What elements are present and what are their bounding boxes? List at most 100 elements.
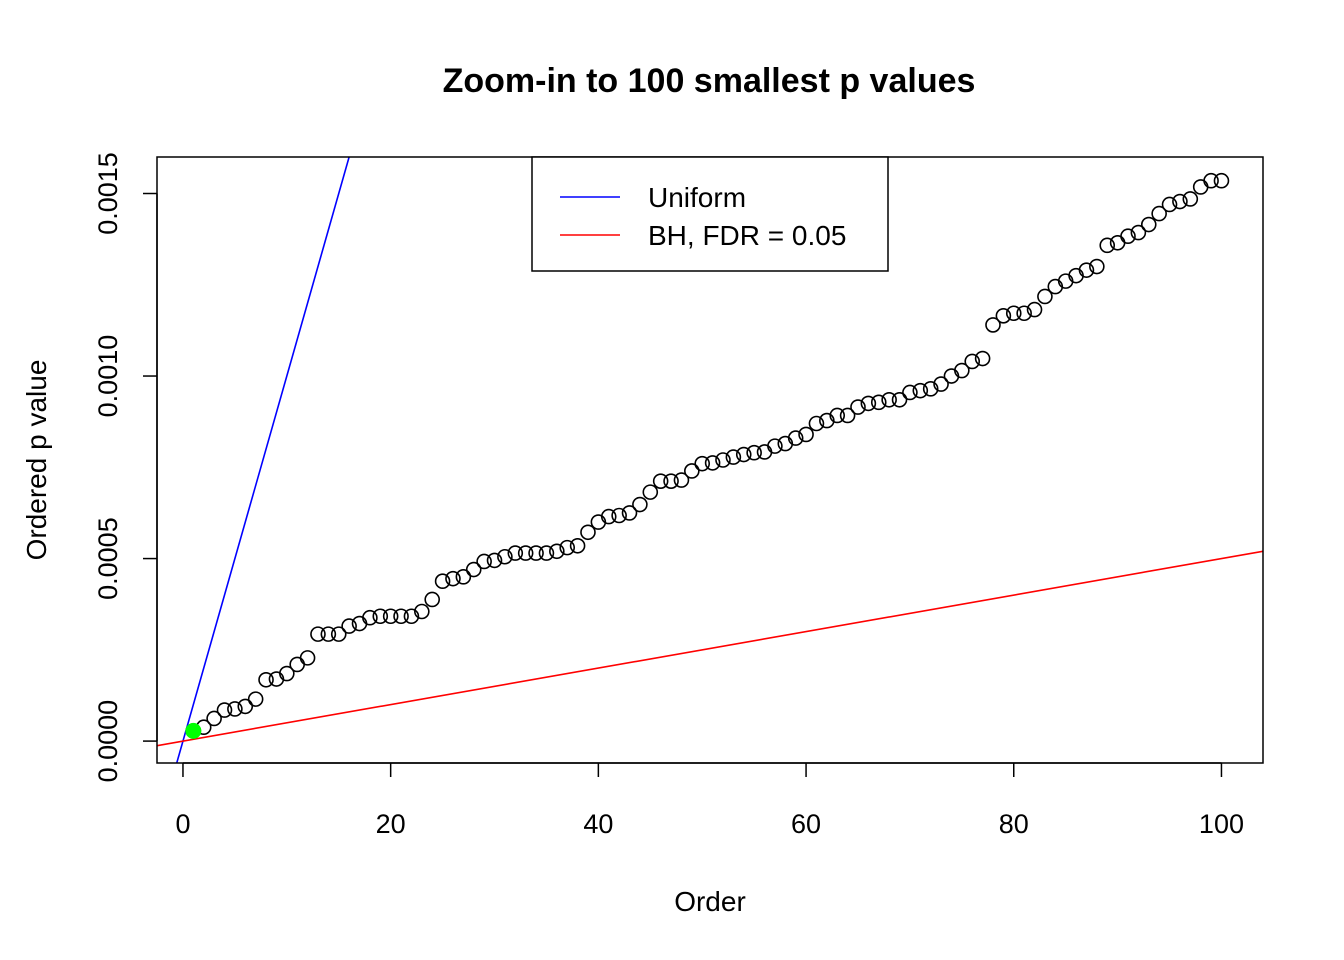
data-point [549, 543, 565, 560]
x-tick-label: 60 [791, 809, 821, 839]
data-point [912, 382, 929, 399]
data-point [258, 671, 274, 688]
data-point [673, 472, 690, 488]
data-point [652, 473, 669, 489]
x-tick-label: 80 [999, 809, 1029, 839]
data-point [1213, 172, 1230, 189]
data-point [538, 545, 555, 561]
data-point [787, 430, 804, 446]
data-point [497, 548, 513, 565]
data-point [1026, 301, 1043, 318]
x-tick-label: 40 [583, 809, 613, 839]
data-point [341, 618, 357, 634]
y-axis: 0.0000 0.0005 0.0010 0.0015 [93, 152, 158, 783]
reference-lines [157, 157, 1263, 763]
data-point [569, 537, 586, 554]
data-point [465, 561, 482, 578]
data-point [424, 591, 441, 608]
data-point [227, 701, 243, 717]
data-point [1109, 234, 1126, 251]
data-point [735, 446, 752, 463]
data-point [362, 609, 378, 626]
data-point [933, 376, 949, 392]
data-point [1099, 237, 1116, 254]
data-point [985, 317, 1001, 333]
data-point [414, 603, 430, 620]
y-tick-label: 0.0000 [93, 700, 123, 783]
legend: Uniform BH, FDR = 0.05 [531, 156, 889, 272]
data-point [559, 539, 576, 556]
data-point [403, 608, 420, 625]
data-point [684, 463, 700, 479]
data-point [870, 394, 887, 411]
data-point [216, 702, 233, 718]
data-point [611, 507, 627, 524]
data-point [486, 552, 503, 569]
data-point [808, 415, 825, 432]
data-point [767, 438, 783, 454]
data-points [185, 172, 1230, 739]
x-tick-label: 20 [376, 809, 406, 839]
data-point [995, 308, 1012, 324]
data-point [1203, 172, 1219, 189]
data-point [891, 391, 908, 408]
y-tick-label: 0.0010 [93, 335, 123, 418]
data-point [247, 691, 264, 707]
data-point [393, 608, 409, 625]
data-point [299, 650, 316, 666]
highlighted-point-group [185, 722, 202, 739]
data-point [746, 444, 762, 461]
data-point [279, 665, 295, 682]
data-point [756, 444, 773, 460]
data-point [1120, 228, 1136, 245]
data-point [289, 656, 305, 673]
data-point [206, 710, 222, 727]
data-point [850, 399, 866, 415]
highlighted-point [185, 722, 202, 739]
data-point [819, 412, 835, 429]
data-point [860, 395, 877, 412]
y-tick-label: 0.0005 [93, 517, 123, 600]
bh-line [157, 550, 1263, 747]
data-point [600, 508, 617, 525]
data-point [310, 626, 326, 642]
x-axis-label: Order [674, 886, 746, 917]
data-point [1078, 262, 1095, 278]
data-point [881, 391, 897, 408]
data-point [1130, 224, 1147, 241]
x-axis: 0 20 40 60 80 100 [175, 762, 1244, 839]
data-point [632, 496, 648, 513]
data-point [1192, 179, 1209, 195]
data-point [580, 524, 596, 541]
data-point [382, 608, 399, 625]
data-point [320, 626, 337, 642]
data-point [351, 615, 368, 632]
data-point [1172, 193, 1188, 210]
data-point [237, 698, 254, 715]
x-tick-label: 0 [175, 809, 190, 839]
data-point [839, 407, 856, 424]
data-point [445, 570, 461, 587]
data-point [1037, 288, 1053, 305]
data-point [704, 455, 721, 471]
data-point [1182, 191, 1199, 207]
data-point [1151, 205, 1167, 222]
data-point [922, 381, 939, 397]
data-point [621, 505, 638, 521]
legend-label-bh: BH, FDR = 0.05 [648, 220, 846, 251]
data-point [434, 573, 451, 590]
data-point [974, 350, 991, 367]
data-point [829, 407, 846, 424]
data-point [455, 569, 472, 585]
y-axis-label: Ordered p value [21, 360, 52, 561]
data-point [1089, 258, 1105, 275]
data-point [507, 545, 524, 561]
data-point [902, 384, 918, 401]
data-point [1161, 196, 1178, 213]
chart-title: Zoom-in to 100 smallest p values [443, 62, 976, 100]
data-point [694, 455, 711, 472]
data-point [642, 484, 659, 500]
data-point [517, 545, 534, 561]
legend-label-uniform: Uniform [648, 182, 746, 213]
